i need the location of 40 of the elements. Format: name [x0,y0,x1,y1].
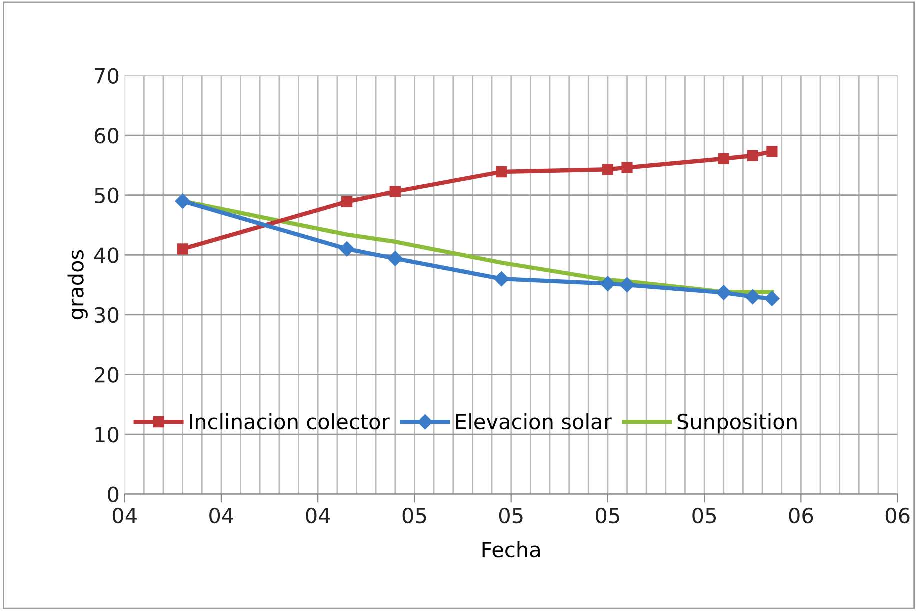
point [390,186,401,198]
point [718,153,730,164]
x-tick-label: 05 [499,508,523,524]
x-tick-label: 06 [789,508,814,524]
x-tick-label: 04 [112,508,137,524]
point [747,150,758,162]
y-axis-title: grados [68,250,88,320]
legend-label: Inclinacion colector [190,414,390,430]
y-tick-label: 60 [94,128,119,144]
y-tick-label: 0 [108,486,119,503]
point [494,271,510,287]
point [766,146,778,158]
x-tick-label: 05 [402,508,426,524]
point [600,276,616,292]
y-tick-label: 10 [96,426,119,443]
point [745,289,760,305]
x-tick-label: 05 [692,508,716,524]
point [388,251,403,266]
x-axis-title: Fecha [482,542,540,558]
point [622,162,633,174]
point [340,242,355,257]
point [620,277,635,293]
x-tick-label: 05 [596,508,620,524]
point [602,164,614,176]
point [496,166,508,178]
x-tick-label: 06 [886,508,910,524]
y-tick-label: 40 [94,248,119,264]
point [716,285,732,300]
legend-label: Sunposition [678,414,797,434]
y-tick-label: 70 [95,68,119,84]
point [175,194,190,209]
point [177,244,188,255]
legend-label: Elevacion solar [456,414,612,430]
point [342,196,353,208]
y-tick-label: 30 [95,307,119,324]
y-tick-label: 20 [95,367,119,383]
x-tick-label: 04 [306,508,330,524]
point [764,291,780,306]
y-tick-label: 50 [95,188,119,204]
x-tick-label: 04 [210,508,234,524]
